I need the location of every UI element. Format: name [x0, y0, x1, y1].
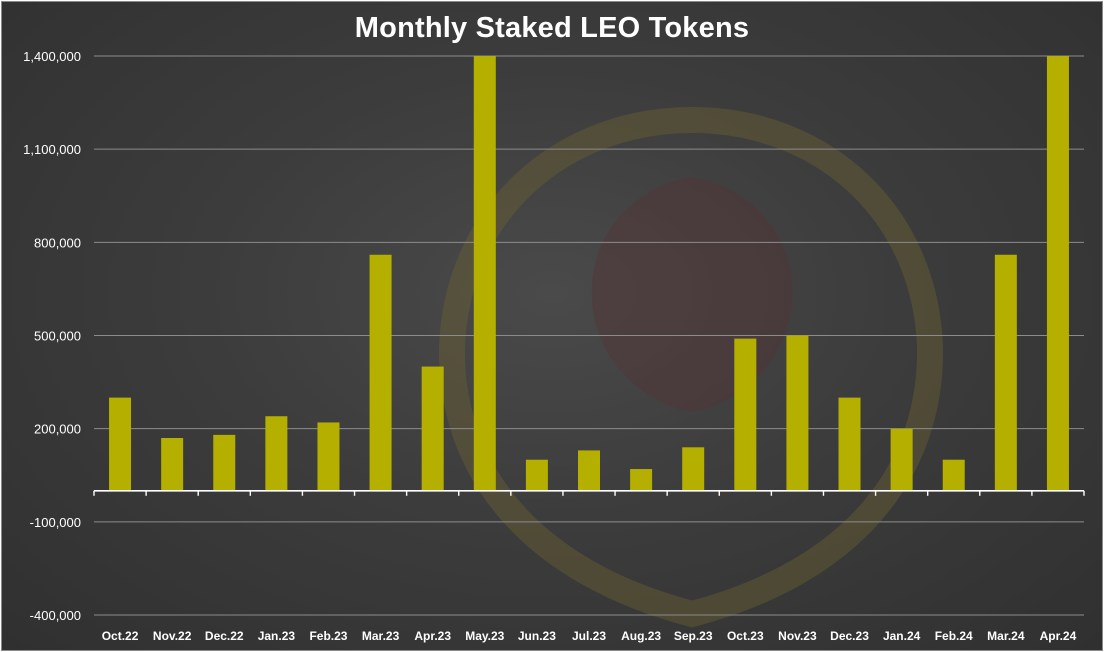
x-tick-label: Oct.22: [102, 629, 139, 643]
y-axis-labels: -400,000 -100,000 200,000 500,000 800,000 1,1…: [23, 49, 81, 623]
bar-sep-23: [682, 447, 705, 491]
x-tick-label: Mar.24: [987, 629, 1025, 643]
x-tick-label: Jan.24: [883, 629, 921, 643]
x-tick-label: Oct.23: [727, 629, 764, 643]
x-tick-label: Jul.23: [572, 629, 606, 643]
x-tick-label: Apr.23: [414, 629, 451, 643]
x-tick-label: Jun.23: [518, 629, 556, 643]
bar-mar-24: [994, 254, 1017, 491]
y-tick-label: 200,000: [34, 422, 81, 437]
x-tick-label: Aug.23: [621, 629, 661, 643]
gridlines: [94, 55, 1084, 616]
bar-may-23: [473, 56, 496, 491]
bar-apr-23: [421, 366, 444, 491]
x-tick-label: Apr.24: [1040, 629, 1077, 643]
x-axis: [93, 489, 1085, 496]
bar-apr-24: [1046, 56, 1069, 491]
y-tick-label: 500,000: [34, 329, 81, 344]
bar-oct-23: [734, 338, 757, 491]
y-tick-label: 1,400,000: [23, 49, 81, 64]
bar-aug-23: [630, 469, 653, 491]
bar-jan-23: [265, 416, 288, 491]
x-axis-labels: Oct.22 Nov.22 Dec.22 Jan.23 Feb.23 Mar.23 Apr.…: [102, 629, 1077, 643]
bar-jun-23: [525, 459, 548, 491]
x-tick-label: Feb.24: [935, 629, 973, 643]
bar-mar-23: [369, 254, 392, 491]
y-tick-label: -400,000: [30, 608, 81, 623]
y-tick-label: 800,000: [34, 235, 81, 250]
x-tick-label: May.23: [465, 629, 504, 643]
x-tick-label: Nov.23: [778, 629, 817, 643]
bar-feb-23: [317, 422, 340, 491]
bars: [109, 56, 1069, 491]
y-tick-label: 1,100,000: [23, 142, 81, 157]
bar-dec-23: [838, 397, 861, 491]
bar-feb-24: [942, 459, 965, 491]
x-tick-label: Sep.23: [674, 629, 713, 643]
chart-title: Monthly Staked LEO Tokens: [354, 12, 750, 44]
bar-nov-23: [786, 335, 809, 491]
y-tick-label: -100,000: [30, 515, 81, 530]
x-tick-label: Feb.23: [309, 629, 347, 643]
bar-jan-24: [890, 428, 913, 491]
bar-dec-22: [213, 434, 236, 491]
bar-jul-23: [578, 450, 600, 491]
x-tick-label: Nov.22: [153, 629, 192, 643]
x-tick-label: Mar.23: [362, 629, 400, 643]
x-tick-label: Dec.22: [205, 629, 244, 643]
x-tick-label: Jan.23: [258, 629, 296, 643]
x-tick-label: Dec.23: [830, 629, 869, 643]
bar-oct-22: [109, 397, 132, 491]
bar-nov-22: [161, 437, 184, 491]
